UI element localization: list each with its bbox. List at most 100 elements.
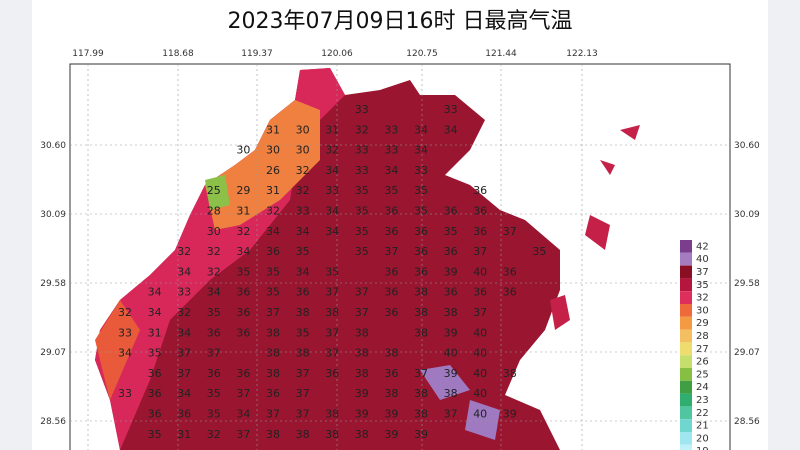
legend-swatch	[680, 393, 692, 407]
station-value: 37	[236, 428, 250, 441]
station-value: 39	[444, 326, 458, 339]
legend-swatch	[680, 368, 692, 381]
station-value: 35	[355, 245, 369, 258]
station-value: 32	[177, 306, 191, 319]
legend-label: 37	[696, 267, 709, 278]
station-value: 36	[444, 245, 458, 258]
station-value: 37	[177, 367, 191, 380]
lat-label: 28.56	[734, 417, 760, 427]
station-value: 34	[118, 347, 132, 360]
station-value: 32	[325, 144, 339, 157]
station-value: 33	[355, 144, 369, 157]
station-value: 38	[355, 367, 369, 380]
station-value: 32	[296, 184, 310, 197]
legend-swatch	[680, 432, 692, 445]
station-value: 36	[414, 245, 428, 258]
station-value: 35	[384, 184, 398, 197]
station-value: 38	[384, 347, 398, 360]
station-value: 37	[296, 367, 310, 380]
legend-swatch	[680, 252, 692, 266]
station-value: 37	[355, 306, 369, 319]
station-value: 34	[148, 286, 162, 299]
station-value: 38	[325, 428, 339, 441]
station-value: 37	[266, 408, 280, 421]
station-value: 38	[325, 306, 339, 319]
station-value: 25	[207, 184, 221, 197]
station-value: 38	[266, 347, 280, 360]
station-value: 39	[503, 408, 517, 421]
station-value: 36	[473, 184, 487, 197]
station-value: 36	[236, 367, 250, 380]
station-value: 38	[355, 428, 369, 441]
station-value: 36	[503, 265, 517, 278]
station-value: 37	[207, 347, 221, 360]
station-value: 38	[444, 306, 458, 319]
legend-label: 19	[696, 446, 709, 450]
station-value: 34	[325, 225, 339, 238]
station-value: 31	[325, 123, 339, 136]
station-value: 37	[355, 286, 369, 299]
station-value: 36	[148, 387, 162, 400]
station-value: 33	[355, 164, 369, 177]
station-value: 35	[236, 265, 250, 278]
station-value: 34	[177, 387, 191, 400]
lat-label: 30.60	[734, 141, 760, 151]
lat-label: 29.07	[40, 348, 66, 358]
station-value: 38	[355, 326, 369, 339]
lon-label: 119.37	[241, 49, 273, 59]
station-value: 35	[207, 408, 221, 421]
station-value: 34	[384, 164, 398, 177]
lon-label: 120.75	[406, 49, 438, 59]
station-value: 31	[266, 123, 280, 136]
station-value: 34	[296, 265, 310, 278]
station-value: 34	[296, 225, 310, 238]
station-value: 38	[414, 326, 428, 339]
station-value: 39	[444, 265, 458, 278]
station-value: 35	[532, 245, 546, 258]
station-value: 36	[236, 326, 250, 339]
map-title: 2023年07月09日16时 日最高气温	[228, 9, 573, 34]
legend-swatch	[680, 419, 692, 432]
station-value: 31	[148, 326, 162, 339]
station-value: 35	[296, 245, 310, 258]
station-value: 36	[384, 367, 398, 380]
station-value: 37	[266, 306, 280, 319]
legend-label: 25	[696, 369, 709, 380]
station-value: 40	[473, 387, 487, 400]
station-value: 30	[296, 144, 310, 157]
station-value: 36	[325, 367, 339, 380]
lat-label: 30.09	[734, 210, 760, 220]
station-value: 32	[207, 265, 221, 278]
legend-swatch	[680, 355, 692, 368]
station-value: 31	[266, 184, 280, 197]
station-value: 34	[177, 326, 191, 339]
station-value: 39	[414, 428, 428, 441]
legend-swatch	[680, 291, 692, 304]
lon-label: 117.99	[72, 49, 104, 59]
station-value: 38	[325, 408, 339, 421]
station-value: 38	[444, 387, 458, 400]
station-value: 37	[384, 245, 398, 258]
station-value: 33	[384, 123, 398, 136]
lon-label: 121.44	[485, 49, 517, 59]
station-value: 38	[414, 286, 428, 299]
station-value: 35	[266, 286, 280, 299]
station-value: 34	[414, 123, 428, 136]
station-value: 33	[384, 144, 398, 157]
station-value: 40	[473, 408, 487, 421]
station-value: 37	[325, 286, 339, 299]
legend-label: 32	[696, 293, 709, 304]
station-value: 34	[236, 245, 250, 258]
legend-swatch	[680, 265, 692, 279]
station-value: 30	[296, 123, 310, 136]
station-value: 32	[177, 245, 191, 258]
station-value: 33	[118, 326, 132, 339]
station-value: 37	[296, 387, 310, 400]
legend-label: 20	[696, 433, 709, 444]
station-value: 33	[414, 164, 428, 177]
station-value: 35	[355, 205, 369, 218]
station-value: 37	[473, 245, 487, 258]
station-value: 35	[148, 428, 162, 441]
